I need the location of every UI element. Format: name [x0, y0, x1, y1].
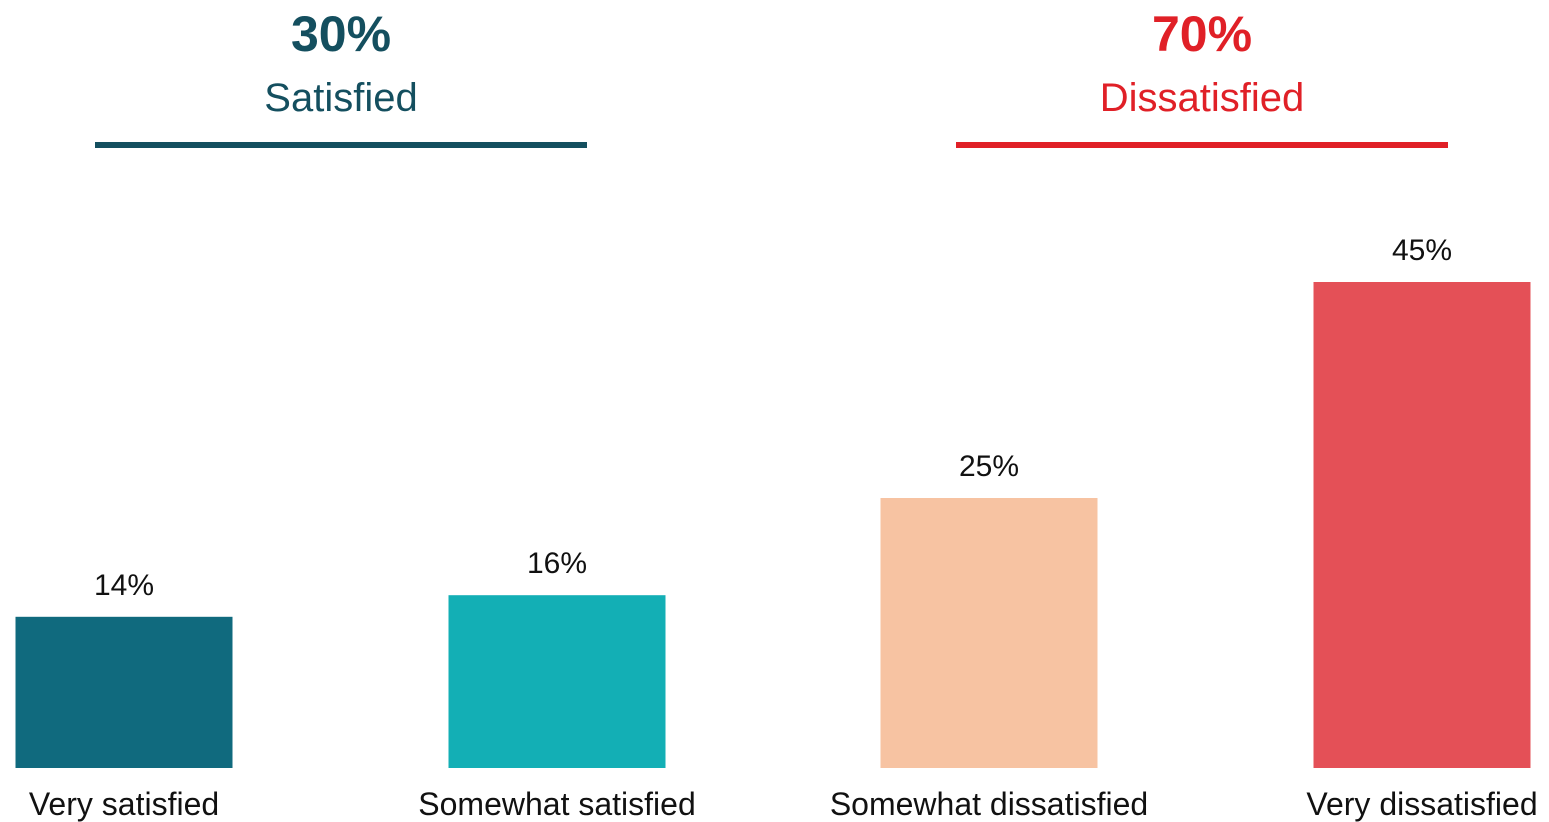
bar-value-label: 45%: [1392, 234, 1452, 267]
dissatisfied-divider: [956, 142, 1448, 148]
dissatisfied-group: 70% Dissatisfied: [956, 0, 1448, 148]
satisfied-group: 30% Satisfied: [95, 0, 587, 148]
bar-value-label: 25%: [959, 450, 1019, 483]
bar-0: [15, 616, 233, 768]
category-label: Very dissatisfied: [1306, 786, 1537, 822]
dissatisfied-total: 70%: [1151, 6, 1253, 62]
bar-2: [880, 498, 1098, 768]
dissatisfied-label: Dissatisfied: [1099, 76, 1305, 120]
bar-3: [1313, 282, 1531, 768]
satisfied-divider: [95, 142, 587, 148]
satisfied-label: Satisfied: [264, 76, 418, 120]
satisfied-total: 30%: [290, 6, 392, 62]
bar-value-label: 16%: [527, 547, 587, 580]
category-label: Somewhat satisfied: [418, 786, 695, 822]
bar-1: [448, 595, 666, 768]
category-label: Very satisfied: [29, 786, 219, 822]
category-label: Somewhat dissatisfied: [830, 786, 1148, 822]
bar-value-label: 14%: [94, 569, 154, 602]
